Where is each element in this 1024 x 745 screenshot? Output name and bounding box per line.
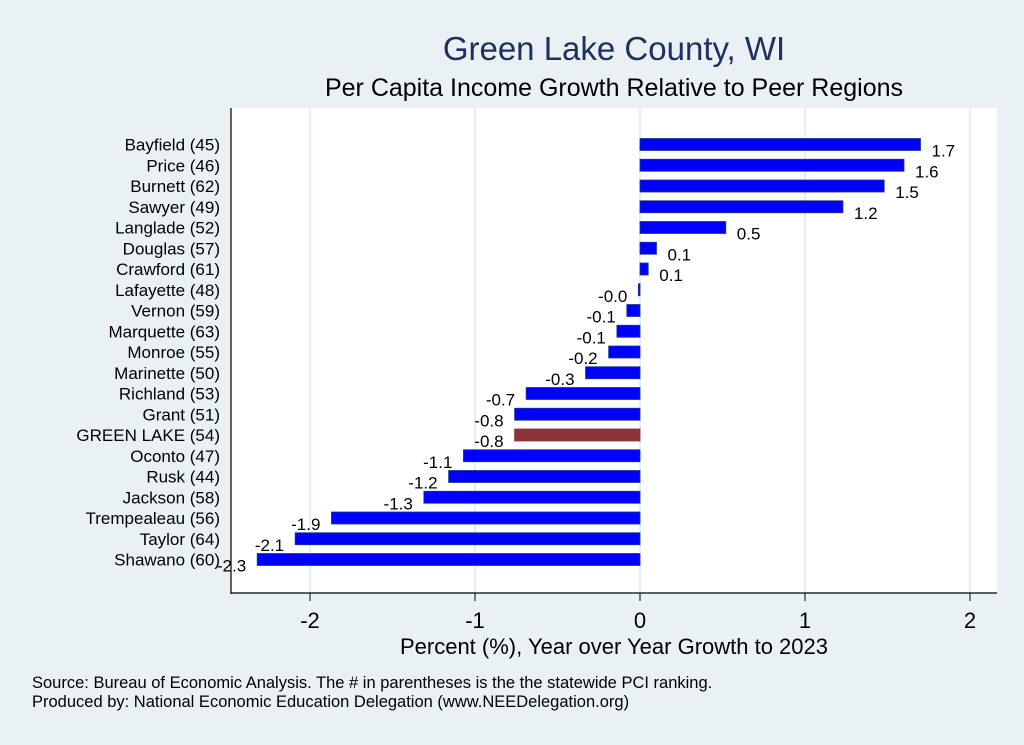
- category-label: Price (46): [146, 156, 220, 175]
- category-label: Shawano (60): [114, 551, 220, 570]
- x-tick-label: 2: [964, 608, 976, 633]
- bar-highlight: [514, 428, 641, 442]
- category-label: Bayfield (45): [125, 136, 220, 155]
- category-label: Langlade (52): [115, 219, 220, 238]
- value-label: -0.1: [577, 328, 606, 347]
- bar: [423, 490, 641, 504]
- value-label: -0.8: [474, 432, 503, 451]
- x-tick-label: -1: [465, 608, 485, 633]
- chart-subtitle: Per Capita Income Growth Relative to Pee…: [324, 74, 904, 102]
- bar: [331, 511, 641, 525]
- category-label: Vernon (59): [131, 302, 220, 321]
- category-label: Monroe (55): [127, 343, 220, 362]
- category-label: Trempealeau (56): [86, 509, 221, 528]
- x-tick-label: 0: [634, 608, 646, 633]
- category-label: Douglas (57): [123, 239, 220, 258]
- bar: [637, 283, 641, 297]
- bar: [525, 387, 641, 400]
- category-label: GREEN LAKE (54): [76, 426, 220, 445]
- category-label: Marinette (50): [114, 364, 220, 383]
- producer-note: Produced by: National Economic Education…: [32, 693, 630, 711]
- category-label: Burnett (62): [130, 177, 220, 196]
- value-label: -1.3: [384, 494, 413, 513]
- category-label: Crawford (61): [116, 260, 220, 279]
- category-label: Richland (53): [119, 385, 220, 404]
- bar: [639, 179, 885, 193]
- value-labels: 1.71.6 1.5 1.2 0.5 0.1 0.1 -0.0 -0.1-0.1 -0.2 -0.…: [217, 142, 955, 576]
- category-labels: Bayfield (45)Price (46) Burnett (62) Sawye…: [76, 136, 220, 570]
- chart-title: Green Lake County, WI: [442, 30, 786, 67]
- bar: [639, 138, 921, 151]
- value-label: -0.8: [474, 411, 503, 430]
- bar: [608, 345, 641, 359]
- value-label: -0.1: [587, 308, 616, 327]
- bar: [639, 158, 905, 172]
- bars: [256, 138, 921, 566]
- bar: [626, 304, 641, 317]
- x-tick-label: 1: [799, 608, 811, 633]
- bar: [585, 366, 641, 380]
- value-label: 1.6: [915, 162, 939, 181]
- bar: [294, 532, 641, 546]
- value-label: 1.5: [895, 183, 919, 202]
- category-label: Oconto (47): [130, 447, 220, 466]
- bar: [514, 407, 641, 421]
- x-ticks: -2 -1 0 1 2: [300, 593, 976, 633]
- value-label: 0.5: [737, 225, 761, 244]
- bar: [639, 221, 727, 234]
- category-label: Grant (51): [143, 405, 220, 424]
- bar: [639, 262, 649, 276]
- value-label: -0.0: [598, 287, 627, 306]
- x-axis-label: Percent (%), Year over Year Growth to 20…: [399, 634, 829, 659]
- category-label: Taylor (64): [140, 530, 220, 549]
- value-label: -0.7: [486, 391, 515, 410]
- x-tick-label: -2: [300, 608, 320, 633]
- value-label: -1.1: [423, 453, 452, 472]
- value-label: -2.1: [255, 536, 284, 555]
- value-label: -0.2: [568, 349, 597, 368]
- value-label: -1.9: [291, 515, 320, 534]
- category-label: Lafayette (48): [115, 281, 220, 300]
- category-label: Marquette (63): [109, 322, 221, 341]
- value-label: 0.1: [668, 245, 692, 264]
- category-label: Rusk (44): [146, 468, 220, 487]
- category-label: Jackson (58): [123, 488, 220, 507]
- category-label: Sawyer (49): [128, 198, 220, 217]
- value-label: -0.3: [545, 370, 574, 389]
- value-label: 1.7: [932, 142, 956, 161]
- bar: [639, 241, 657, 255]
- bar: [639, 200, 844, 214]
- value-label: 0.1: [659, 266, 683, 285]
- value-label: -1.2: [408, 474, 437, 493]
- bar: [463, 449, 641, 463]
- source-note: Source: Bureau of Economic Analysis. The…: [32, 674, 713, 692]
- bar: [616, 324, 641, 338]
- bar: [256, 553, 641, 566]
- value-label: 1.2: [854, 204, 878, 223]
- bar: [448, 470, 641, 483]
